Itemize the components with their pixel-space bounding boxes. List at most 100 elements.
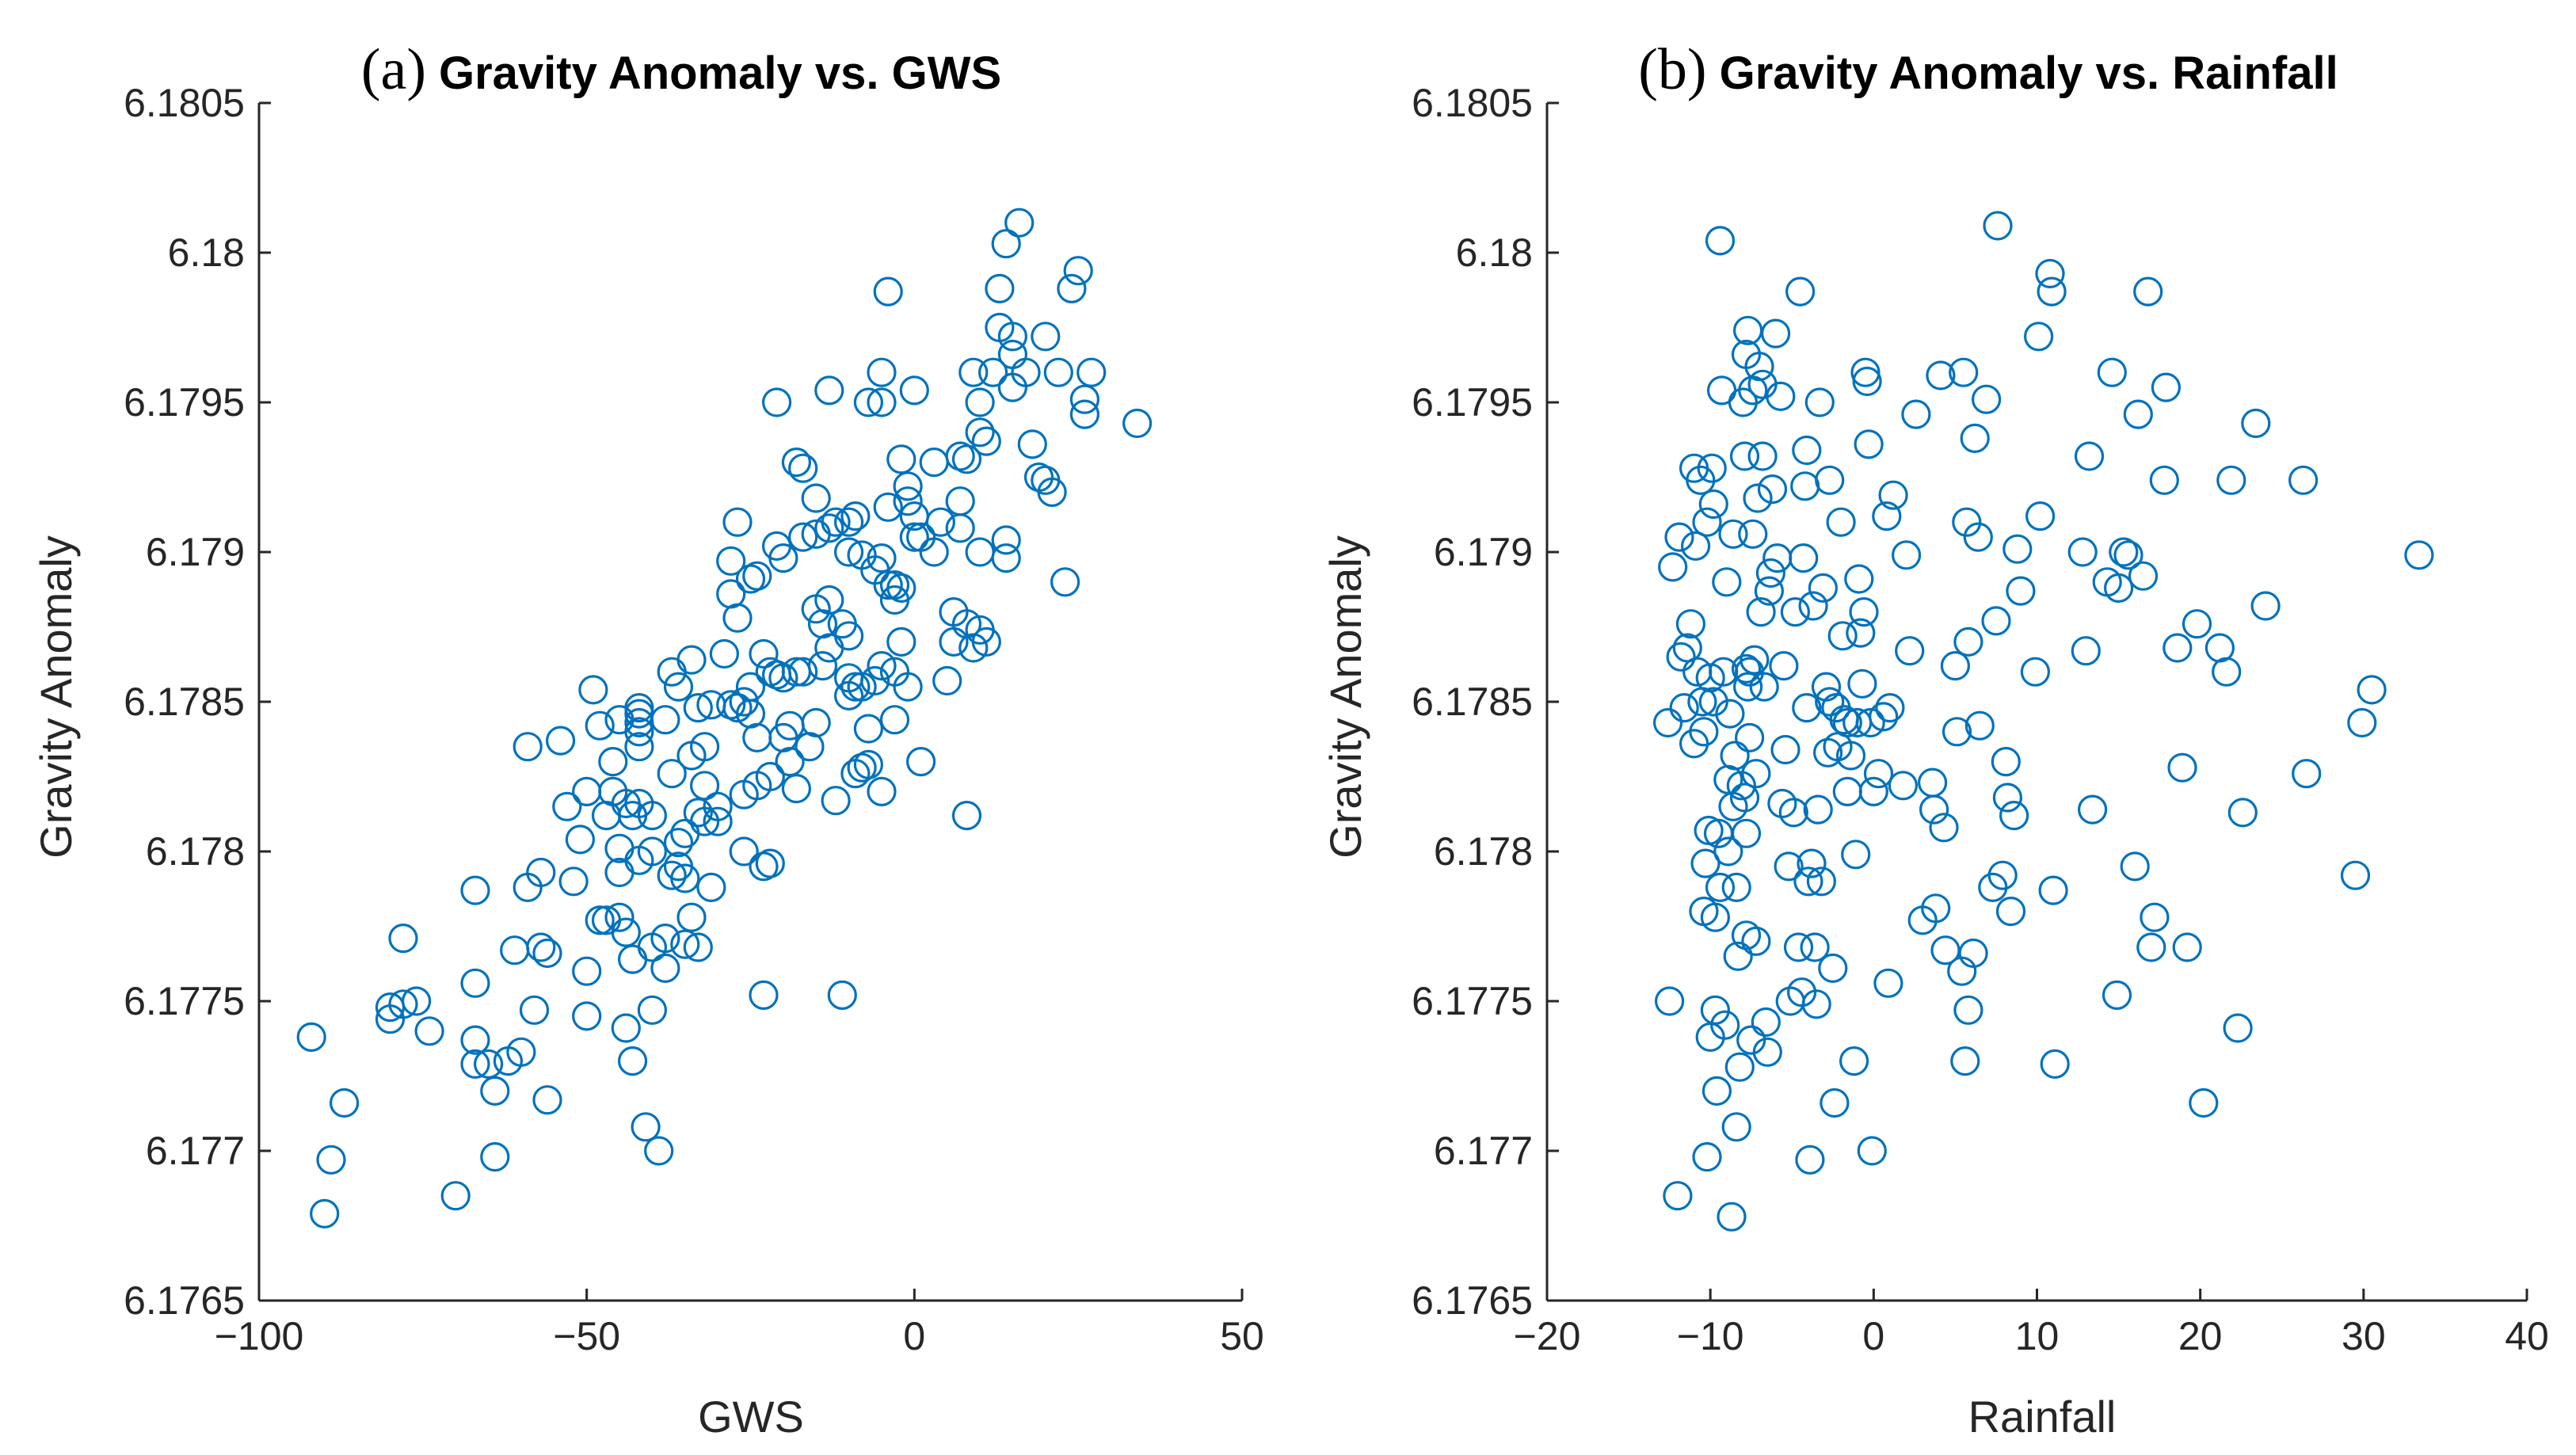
scatter-point-a xyxy=(604,902,634,932)
scatter-point-a xyxy=(807,650,838,681)
scatter-point-b xyxy=(1705,226,1736,256)
scatter-point-a xyxy=(631,1112,661,1142)
scatter-point-a xyxy=(480,1141,510,1172)
scatter-point-b xyxy=(2120,851,2150,882)
scatter-point-a xyxy=(755,761,785,792)
scatter-point-b xyxy=(2241,408,2271,439)
scatter-point-b xyxy=(1795,1145,1825,1175)
scatter-point-a xyxy=(1069,384,1100,414)
scatter-point-a xyxy=(316,1145,346,1175)
scatter-point-a xyxy=(604,705,634,735)
scatter-point-a xyxy=(683,932,713,962)
scatter-point-b xyxy=(2189,1087,2219,1118)
scatter-point-a xyxy=(755,848,785,878)
chart-title-text-b: Gravity Anomaly vs. Rainfall xyxy=(1720,48,2338,99)
scatter-point-b xyxy=(2227,798,2258,828)
x-axis-label-a: GWS xyxy=(698,1392,804,1442)
x-tick-label-a: −50 xyxy=(553,1314,620,1358)
scatter-point-a xyxy=(572,956,602,986)
y-tick-label-a: 6.1785 xyxy=(124,680,245,724)
scatter-point-a xyxy=(958,633,989,663)
y-tick-label-a: 6.1765 xyxy=(124,1278,245,1323)
scatter-point-b xyxy=(1953,627,1983,657)
scatter-point-b xyxy=(1827,621,1858,651)
scatter-point-a xyxy=(833,537,864,567)
scatter-point-b xyxy=(1723,941,1753,971)
scatter-point-b xyxy=(1850,357,1881,387)
scatter-point-b xyxy=(2250,591,2281,621)
scatter-point-b xyxy=(1713,836,1743,867)
scatter-point-b xyxy=(1724,1052,1755,1082)
scatter-point-b xyxy=(2149,465,2179,495)
scatter-point-b xyxy=(1749,672,1779,702)
scatter-point-a xyxy=(480,1076,510,1106)
scatter-point-a xyxy=(899,375,929,406)
scatter-point-a xyxy=(689,771,720,801)
scatter-point-b xyxy=(2037,276,2067,307)
scatter-point-a xyxy=(401,986,432,1016)
scatter-point-b xyxy=(1729,783,1760,813)
y-tick-label-b: 6.1775 xyxy=(1412,979,1533,1023)
scatter-point-a xyxy=(853,387,884,417)
scatter-point-a xyxy=(879,705,910,735)
scatter-point-b xyxy=(1892,540,1922,570)
scatter-point-a xyxy=(867,650,897,681)
scatter-point-a xyxy=(689,732,720,762)
scatter-point-b xyxy=(1803,794,1833,825)
scatter-point-a xyxy=(971,627,1001,657)
scatter-point-b xyxy=(1774,851,1804,882)
scatter-point-a xyxy=(925,507,956,537)
y-tick-label-a: 6.1805 xyxy=(124,81,245,125)
scatter-point-a xyxy=(853,749,884,780)
scatter-point-b xyxy=(1700,902,1730,932)
scatter-point-b xyxy=(1787,977,1817,1007)
scatter-point-a xyxy=(526,857,556,888)
scatter-point-a xyxy=(971,426,1001,456)
scatter-point-b xyxy=(1869,702,1899,732)
scatter-point-a xyxy=(676,645,707,675)
scatter-point-a xyxy=(703,791,733,821)
scatter-point-b xyxy=(1991,746,2021,777)
scatter-point-a xyxy=(833,621,864,651)
scatter-point-a xyxy=(873,492,903,522)
x-tick-label-b: 0 xyxy=(1862,1314,1884,1358)
chart-title-b: (b) Gravity Anomaly vs. Rainfall xyxy=(1638,37,2338,102)
scatter-point-a xyxy=(768,663,798,693)
scatter-point-a xyxy=(722,603,753,633)
scatter-point-b xyxy=(1741,759,1771,789)
scatter-point-b xyxy=(1785,276,1816,307)
scatter-point-a xyxy=(676,902,707,932)
scatter-point-b xyxy=(1839,1046,1869,1076)
scatter-point-b xyxy=(1835,741,1866,771)
panel-a: (a) Gravity Anomaly vs. GWS Gravity Anoma… xyxy=(31,37,1264,1442)
scatter-point-a xyxy=(997,322,1028,352)
scatter-point-a xyxy=(657,759,687,789)
scatter-point-a xyxy=(840,672,871,702)
scatter-point-a xyxy=(1122,408,1153,439)
scatter-point-a xyxy=(650,705,680,735)
x-tick-label-a: 0 xyxy=(903,1314,925,1358)
x-tick-label-b: 30 xyxy=(2342,1314,2386,1358)
scatter-point-a xyxy=(1077,357,1107,387)
scatter-point-b xyxy=(1695,663,1725,693)
scatter-point-b xyxy=(1689,717,1719,747)
scatter-point-b xyxy=(1820,1087,1850,1118)
chart-title-prefix-a: (a) xyxy=(361,37,426,102)
scatter-point-b xyxy=(1726,771,1756,801)
scatter-point-b xyxy=(1710,1010,1740,1040)
scatter-point-b xyxy=(2140,902,2170,932)
scatter-point-a xyxy=(637,800,668,831)
scatter-point-b xyxy=(1919,794,1949,825)
y-tick-label-a: 6.177 xyxy=(146,1129,245,1173)
scatter-point-b xyxy=(1872,501,1902,531)
scatter-point-b xyxy=(1663,1181,1693,1211)
scatter-point-b xyxy=(1873,968,1903,998)
scatter-point-b xyxy=(1895,636,1925,666)
scatter-point-a xyxy=(821,507,851,537)
scatter-point-a xyxy=(958,357,989,387)
scatter-point-a xyxy=(788,522,818,552)
scatter-point-a xyxy=(1017,429,1047,459)
scatter-point-b xyxy=(1852,366,1882,397)
scatter-point-b xyxy=(2002,534,2033,564)
scatter-point-a xyxy=(519,995,550,1025)
